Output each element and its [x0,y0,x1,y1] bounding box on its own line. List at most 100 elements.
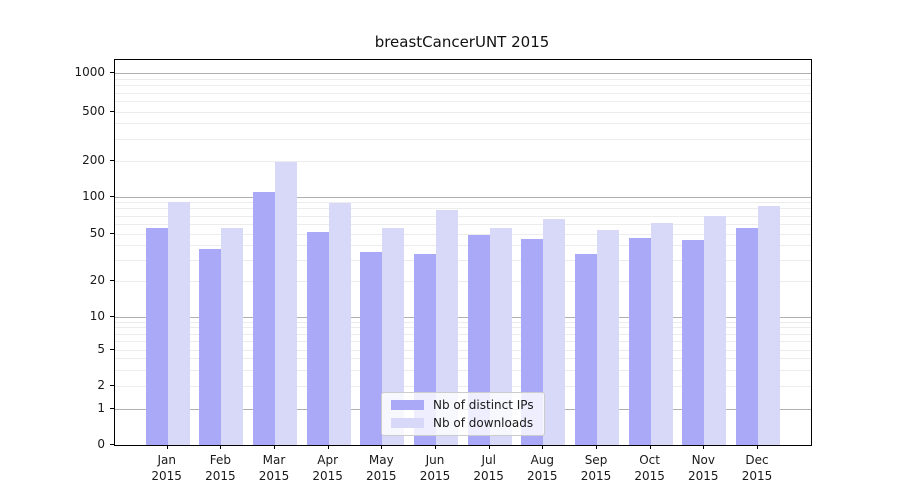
bar-downloads-dec [758,205,780,445]
bar-downloads-apr [328,203,351,445]
x-tick-mark-jun [435,445,436,449]
y-tick-label-1: 1 [97,400,105,415]
bar-distinct-ips-jan [145,228,168,445]
x-tick-label-nov: Nov 2015 [688,453,719,483]
bar-distinct-ips-mar [253,191,275,445]
plot-area: Nb of distinct IPs Nb of downloads [114,59,812,446]
gridline-600 [115,101,811,103]
y-tick-label-500: 500 [82,103,105,118]
x-tick-label-jan: Jan 2015 [151,453,182,483]
x-tick-label-mar: Mar 2015 [258,453,290,483]
x-tick-mark-jan [166,445,168,449]
y-tick-mark-500 [110,110,114,112]
y-tick-mark-200 [110,159,114,161]
y-tick-label-5: 5 [97,341,105,356]
y-tick-mark-100 [110,195,114,197]
gridline-7 [115,333,811,335]
gridline-40 [115,245,811,247]
y-tick-label-10: 10 [89,308,105,323]
bar-downloads-mar [275,161,297,445]
x-tick-label-oct: Oct 2015 [634,453,665,483]
bar-downloads-feb [221,227,244,445]
gridline-5 [115,349,811,351]
x-tick-mark-dec [757,445,758,449]
x-tick-mark-jul [488,445,490,449]
gridline-700 [115,92,811,94]
y-tick-label-100: 100 [82,188,105,203]
bar-downloads-jul [489,228,512,445]
x-tick-mark-feb [220,445,222,449]
x-tick-label-dec: Dec 2015 [741,453,773,483]
y-tick-mark-0 [110,444,114,445]
gridline-90 [115,202,811,204]
bar-distinct-ips-feb [199,249,222,445]
x-tick-mark-nov [703,445,705,449]
bar-downloads-jun [436,209,458,445]
y-tick-label-1000: 1000 [74,65,105,79]
bar-downloads-nov [704,215,727,445]
legend-item-downloads: Nb of downloads [382,416,544,430]
x-tick-label-apr: Apr 2015 [312,453,343,483]
bar-downloads-aug [543,218,566,445]
y-tick-label-2: 2 [97,378,105,392]
x-tick-label-feb: Feb 2015 [205,453,236,483]
bar-distinct-ips-oct [628,237,651,445]
gridline-60 [115,223,811,225]
gridline-4 [115,358,811,360]
legend-item-distinct-ips: Nb of distinct IPs [382,398,544,412]
legend-label-downloads: Nb of downloads [433,416,534,430]
gridline-300 [115,138,811,140]
gridline-900 [115,78,811,80]
y-tick-label-50: 50 [89,225,105,240]
gridline-2 [115,386,811,387]
y-tick-label-0: 0 [97,437,105,451]
bar-distinct-ips-dec [736,228,758,445]
gridline-200 [115,160,811,162]
gridline-20 [115,281,811,282]
legend: Nb of distinct IPs Nb of downloads [381,392,545,436]
bar-distinct-ips-sep [575,253,597,445]
y-tick-mark-20 [110,280,114,281]
bar-distinct-ips-apr [306,232,329,445]
gridline-50 [115,233,811,235]
chart-title: breastCancerUNT 2015 [374,33,550,51]
y-tick-mark-50 [110,232,114,234]
gridline-80 [115,208,811,210]
gridline-6 [115,340,811,342]
y-tick-label-200: 200 [82,152,105,167]
gridline-10 [115,316,811,318]
x-tick-label-jun: Jun 2015 [419,453,451,483]
x-tick-label-aug: Aug 2015 [527,453,558,483]
legend-label-distinct-ips: Nb of distinct IPs [433,398,534,412]
x-tick-mark-oct [649,445,651,449]
x-tick-mark-mar [274,445,275,449]
bar-downloads-jan [167,202,190,445]
gridline-800 [115,85,811,87]
x-tick-mark-apr [327,445,329,449]
y-tick-label-20: 20 [89,273,105,287]
bar-distinct-ips-may [360,252,383,445]
y-tick-mark-2 [110,385,114,386]
legend-swatch-distinct-ips [391,400,424,410]
gridline-400 [115,123,811,125]
gridline-3 [115,369,811,371]
y-tick-mark-10 [110,315,114,317]
y-tick-mark-1000 [110,72,114,73]
gridline-30 [115,260,811,261]
gridline-9 [115,321,811,323]
x-tick-mark-aug [542,445,544,449]
x-tick-mark-sep [596,445,597,449]
x-tick-label-sep: Sep 2015 [580,453,612,483]
bar-downloads-may [382,227,405,445]
gridline-70 [115,215,811,217]
gridline-1000 [115,73,811,74]
bar-downloads-oct [650,222,673,445]
x-tick-label-jul: Jul 2015 [473,453,504,483]
bar-distinct-ips-nov [682,240,705,445]
gridline-500 [115,111,811,113]
y-tick-mark-5 [110,348,114,350]
gridline-8 [115,327,811,329]
x-tick-label-may: May 2015 [366,453,397,483]
gridline-100 [115,196,811,198]
